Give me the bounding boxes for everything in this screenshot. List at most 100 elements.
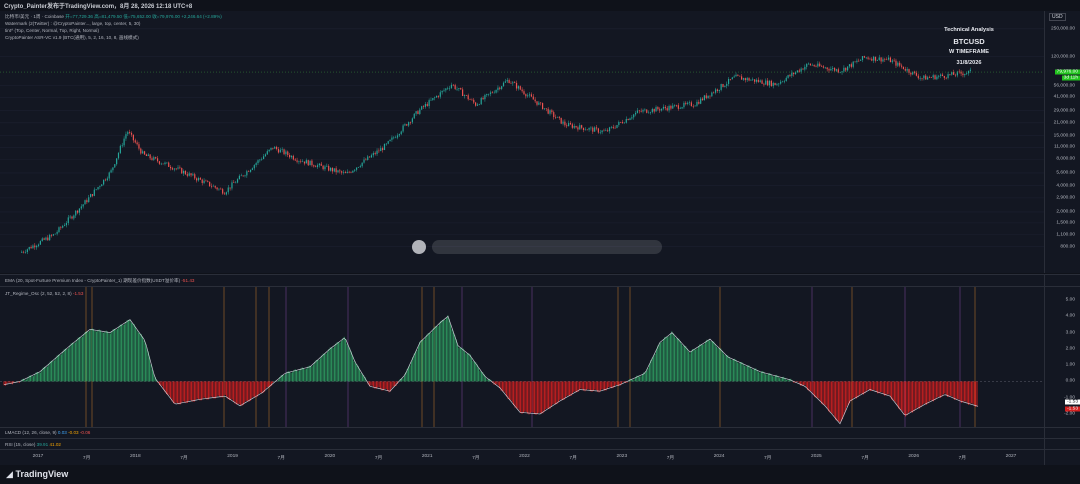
candle-body	[82, 204, 84, 207]
candle-body	[369, 156, 371, 158]
candle-body	[906, 69, 908, 71]
candle-body	[190, 173, 192, 176]
time-tick-label: 7月	[764, 456, 772, 461]
candle-body	[634, 112, 637, 115]
candle-body	[701, 98, 704, 101]
candle-body	[153, 157, 155, 160]
candle-body	[173, 168, 175, 170]
candle-body	[794, 72, 797, 75]
oscillator-chart	[0, 287, 1044, 427]
candle-body	[527, 95, 529, 97]
price-pane[interactable]: 比特币/美元 · 1周 · Coinbase 开=77,729.36 高=81,…	[0, 11, 1044, 273]
candle-body	[967, 70, 970, 74]
candle-body	[813, 65, 815, 67]
candle-body	[692, 106, 694, 107]
candle-body	[679, 108, 681, 110]
candle-body	[169, 166, 172, 169]
time-tick-label: 2018	[129, 454, 141, 459]
candle-body	[324, 166, 326, 170]
candle-body	[780, 81, 782, 84]
candle-body	[969, 69, 971, 71]
price-tick-label: 250,000.00	[1050, 26, 1075, 32]
candle-body	[108, 172, 110, 179]
price-axis[interactable]: USD 250,000.00 120,000.00 56,000.00 41,000.…	[1044, 11, 1080, 273]
candle-body	[110, 170, 112, 173]
osc-line	[3, 315, 979, 425]
candle-body	[229, 187, 231, 189]
candle-body	[372, 153, 374, 156]
candle-body	[495, 89, 497, 93]
candle-body	[357, 167, 360, 168]
legend-asr: CryptoPainter ASR-VC v1.9 (BTC(通用), 5, 2…	[5, 35, 139, 40]
candle-body	[45, 237, 47, 240]
candle-body	[839, 72, 841, 73]
candle-body	[558, 116, 560, 118]
candle-body	[434, 97, 436, 99]
rsi-pane[interactable]: RSI (15, close) 39.91 41.02	[0, 438, 1044, 450]
ema-pane[interactable]: EMA (20, Spot-Furture Premium Index - Cr…	[0, 274, 1044, 286]
candle-body	[607, 130, 609, 132]
candle-body	[199, 178, 201, 180]
candle-body	[447, 88, 449, 90]
candle-body	[214, 185, 216, 188]
candle-body	[772, 82, 774, 87]
price-tick-label: 120,000.00	[1050, 54, 1075, 60]
osc-axis[interactable]: 5.00 4.00 3.00 2.00 1.00 0.00 -1.00 -2.00 -1.53-…	[1044, 286, 1080, 427]
watermark-timeframe: W TIMEFRAME	[948, 49, 990, 55]
candle-body	[166, 162, 168, 164]
candle-body	[861, 56, 864, 60]
candle-body	[359, 166, 361, 168]
candle-body	[361, 162, 363, 167]
candle-body	[757, 79, 759, 82]
candle-body	[26, 249, 28, 253]
candle-body	[562, 121, 564, 124]
candle-body	[869, 58, 871, 60]
candle-body	[116, 158, 118, 165]
candle-body	[417, 111, 419, 114]
candle-body	[755, 79, 758, 82]
candle-body	[744, 78, 746, 81]
candle-body	[450, 84, 453, 88]
candle-body	[385, 143, 387, 145]
candle-body	[640, 110, 642, 112]
candle-body	[41, 238, 43, 242]
candle-body	[964, 73, 966, 76]
candle-body	[774, 82, 776, 86]
candle-body	[960, 71, 962, 74]
candle-body	[912, 71, 914, 75]
candle-body	[761, 80, 763, 84]
candle-body	[212, 185, 214, 187]
candle-body	[873, 56, 875, 61]
candle-body	[367, 156, 369, 160]
candle-body	[244, 175, 246, 177]
candle-body	[945, 77, 947, 79]
osc-tick-label: 0.00	[1065, 378, 1075, 384]
candle-body	[331, 167, 334, 172]
time-tick-label: 2017	[32, 454, 44, 459]
currency-button[interactable]: USD	[1049, 13, 1066, 21]
candle-body	[475, 102, 477, 106]
candle-body	[536, 101, 538, 105]
candle-body	[657, 107, 659, 110]
candle-body	[114, 164, 116, 168]
candle-body	[664, 106, 666, 109]
candle-body	[101, 184, 103, 187]
candle-body	[400, 131, 402, 135]
candle-body	[264, 154, 267, 157]
candle-body	[685, 102, 687, 104]
candle-body	[577, 127, 579, 130]
candle-body	[448, 87, 451, 89]
candle-body	[415, 111, 417, 114]
candle-body	[530, 94, 533, 97]
candle-body	[581, 125, 583, 128]
time-axis[interactable]: 2017 7月 2018 7月 2019 7月 2020 7月 2021 7月 2022 7月 2023…	[0, 449, 1044, 466]
candle-body	[435, 96, 438, 98]
lmacd-pane[interactable]: LMACD (12, 26, close, 9) 0.03 -0.03 -0.0…	[0, 427, 1044, 438]
candle-body	[382, 148, 384, 150]
candle-body	[231, 182, 233, 189]
price-tick-label: 5,600.00	[1056, 170, 1075, 176]
candle-body	[225, 192, 227, 195]
candle-body	[287, 151, 289, 156]
oscillator-pane[interactable]: JT_Regime_Osc (2, 52, 52, 2, 8) -1.53	[0, 286, 1044, 427]
tradingview-logo[interactable]: ◢ TradingView	[6, 469, 69, 479]
